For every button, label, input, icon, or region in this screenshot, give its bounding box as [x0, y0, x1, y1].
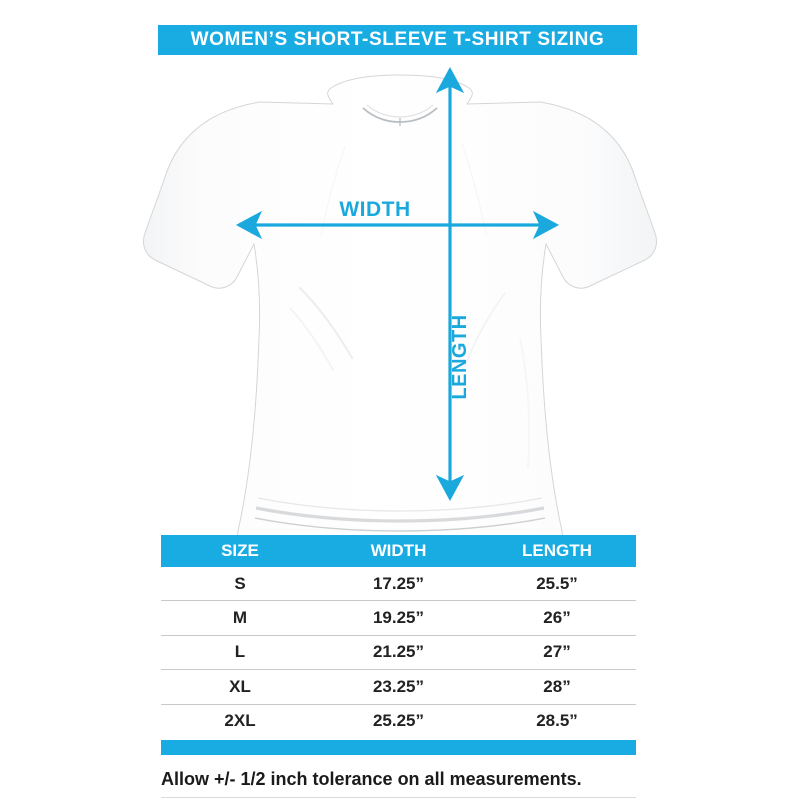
svg-text:LENGTH: LENGTH [449, 314, 471, 399]
svg-text:WIDTH: WIDTH [339, 198, 410, 221]
